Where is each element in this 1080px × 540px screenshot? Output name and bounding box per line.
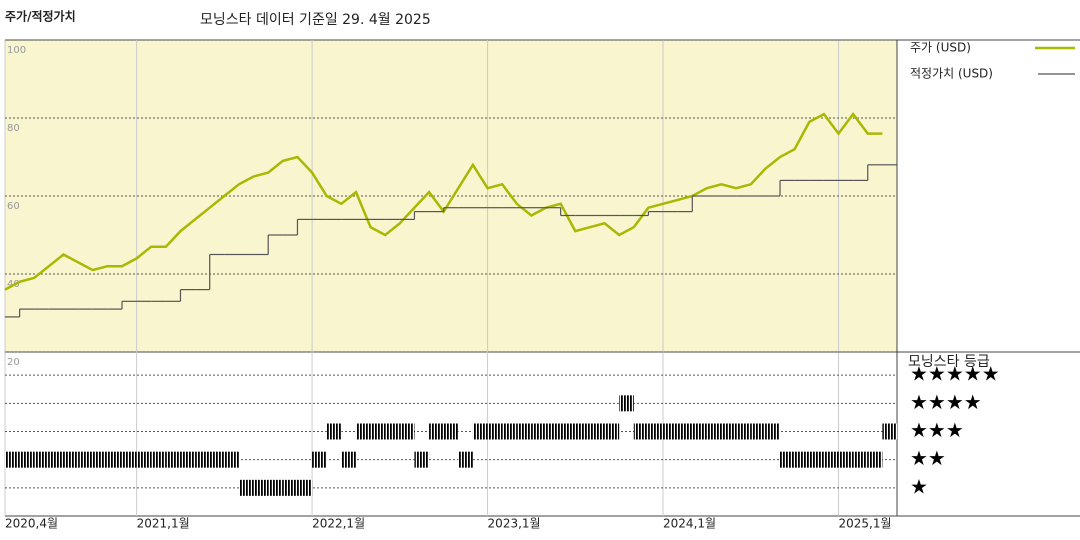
rating-bar (472, 423, 488, 440)
rating-bar (823, 451, 839, 468)
rating-bar (546, 423, 561, 440)
rating-bar (253, 479, 269, 496)
x-tick-label: 2023,1월 (488, 517, 541, 531)
rating-bar (238, 479, 254, 496)
rating-bar (604, 423, 620, 440)
rating-bar (589, 423, 605, 440)
y-tick-label: 80 (7, 123, 20, 134)
rating-bar (151, 451, 166, 468)
y-tick-label: 100 (7, 45, 26, 56)
legend-label: 적정가치 (USD) (910, 67, 993, 81)
rating-bar (370, 423, 386, 440)
rating-bar (867, 451, 883, 468)
y-tick-label: 60 (7, 201, 20, 212)
rating-bar (692, 423, 707, 440)
x-tick-label: 2021,1월 (137, 517, 190, 531)
x-tick-label: 2022,1월 (312, 517, 365, 531)
rating-bar (838, 451, 854, 468)
rating-bar (268, 479, 283, 496)
rating-bar (721, 423, 737, 440)
rating-bar (706, 423, 722, 440)
rating-bar (809, 451, 824, 468)
rating-bar (297, 479, 313, 496)
rating-bar (414, 451, 430, 468)
rating-bar (516, 423, 532, 440)
rating-bar (619, 395, 634, 412)
rating-bar (63, 451, 79, 468)
rating-bar (780, 451, 795, 468)
rating-bar (502, 423, 517, 440)
rating-bar (312, 451, 327, 468)
rating-bar (458, 451, 473, 468)
rating-bar (326, 423, 342, 440)
rating-bar (136, 451, 152, 468)
rating-label: ★★★★ (910, 390, 982, 414)
rating-bar (107, 451, 122, 468)
rating-bar (443, 423, 459, 440)
rating-bar (282, 479, 298, 496)
rating-bar (195, 451, 210, 468)
rating-bar (794, 451, 810, 468)
legend-label: 주가 (USD) (910, 41, 971, 55)
rating-bar (209, 451, 225, 468)
rating-bar (882, 423, 897, 440)
rating-bar (19, 451, 35, 468)
rating-bar (429, 423, 444, 440)
rating-bar (750, 423, 766, 440)
rating-bar (633, 423, 649, 440)
rating-bar (736, 423, 751, 440)
rating-bar (560, 423, 576, 440)
x-tick-label: 2024,1월 (663, 517, 716, 531)
rating-bar (121, 451, 137, 468)
x-tick-label: 2020,4월 (5, 517, 58, 531)
rating-bar (355, 423, 371, 440)
rating-bar (224, 451, 239, 468)
rating-bar (765, 423, 781, 440)
y-tick-label: 20 (7, 357, 20, 368)
rating-bar (648, 423, 664, 440)
rating-bar (487, 423, 503, 440)
rating-bar (48, 451, 64, 468)
chart-title: 주가/적정가치 (5, 9, 76, 24)
rating-bar (531, 423, 547, 440)
rating-label: ★★★ (910, 418, 964, 442)
rating-label: ★ (910, 474, 928, 498)
rating-bar (165, 451, 181, 468)
x-tick-label: 2025,1월 (839, 517, 892, 531)
rating-bar (92, 451, 108, 468)
rating-bar (663, 423, 678, 440)
rating-title: 모닝스타 등급 (908, 354, 990, 370)
rating-bar (677, 423, 693, 440)
rating-bar (399, 423, 415, 440)
rating-label: ★★ (910, 446, 946, 470)
rating-label: ★★★★★ (910, 362, 1000, 386)
rating-bar (78, 451, 93, 468)
rating-bar (385, 423, 400, 440)
rating-bar (5, 451, 20, 468)
rating-bar (853, 451, 868, 468)
rating-bar (34, 451, 49, 468)
rating-bar (341, 451, 356, 468)
rating-bar (180, 451, 196, 468)
rating-bar (575, 423, 590, 440)
chart-subtitle: 모닝스타 데이터 기준일 29. 4월 2025 (200, 12, 431, 28)
